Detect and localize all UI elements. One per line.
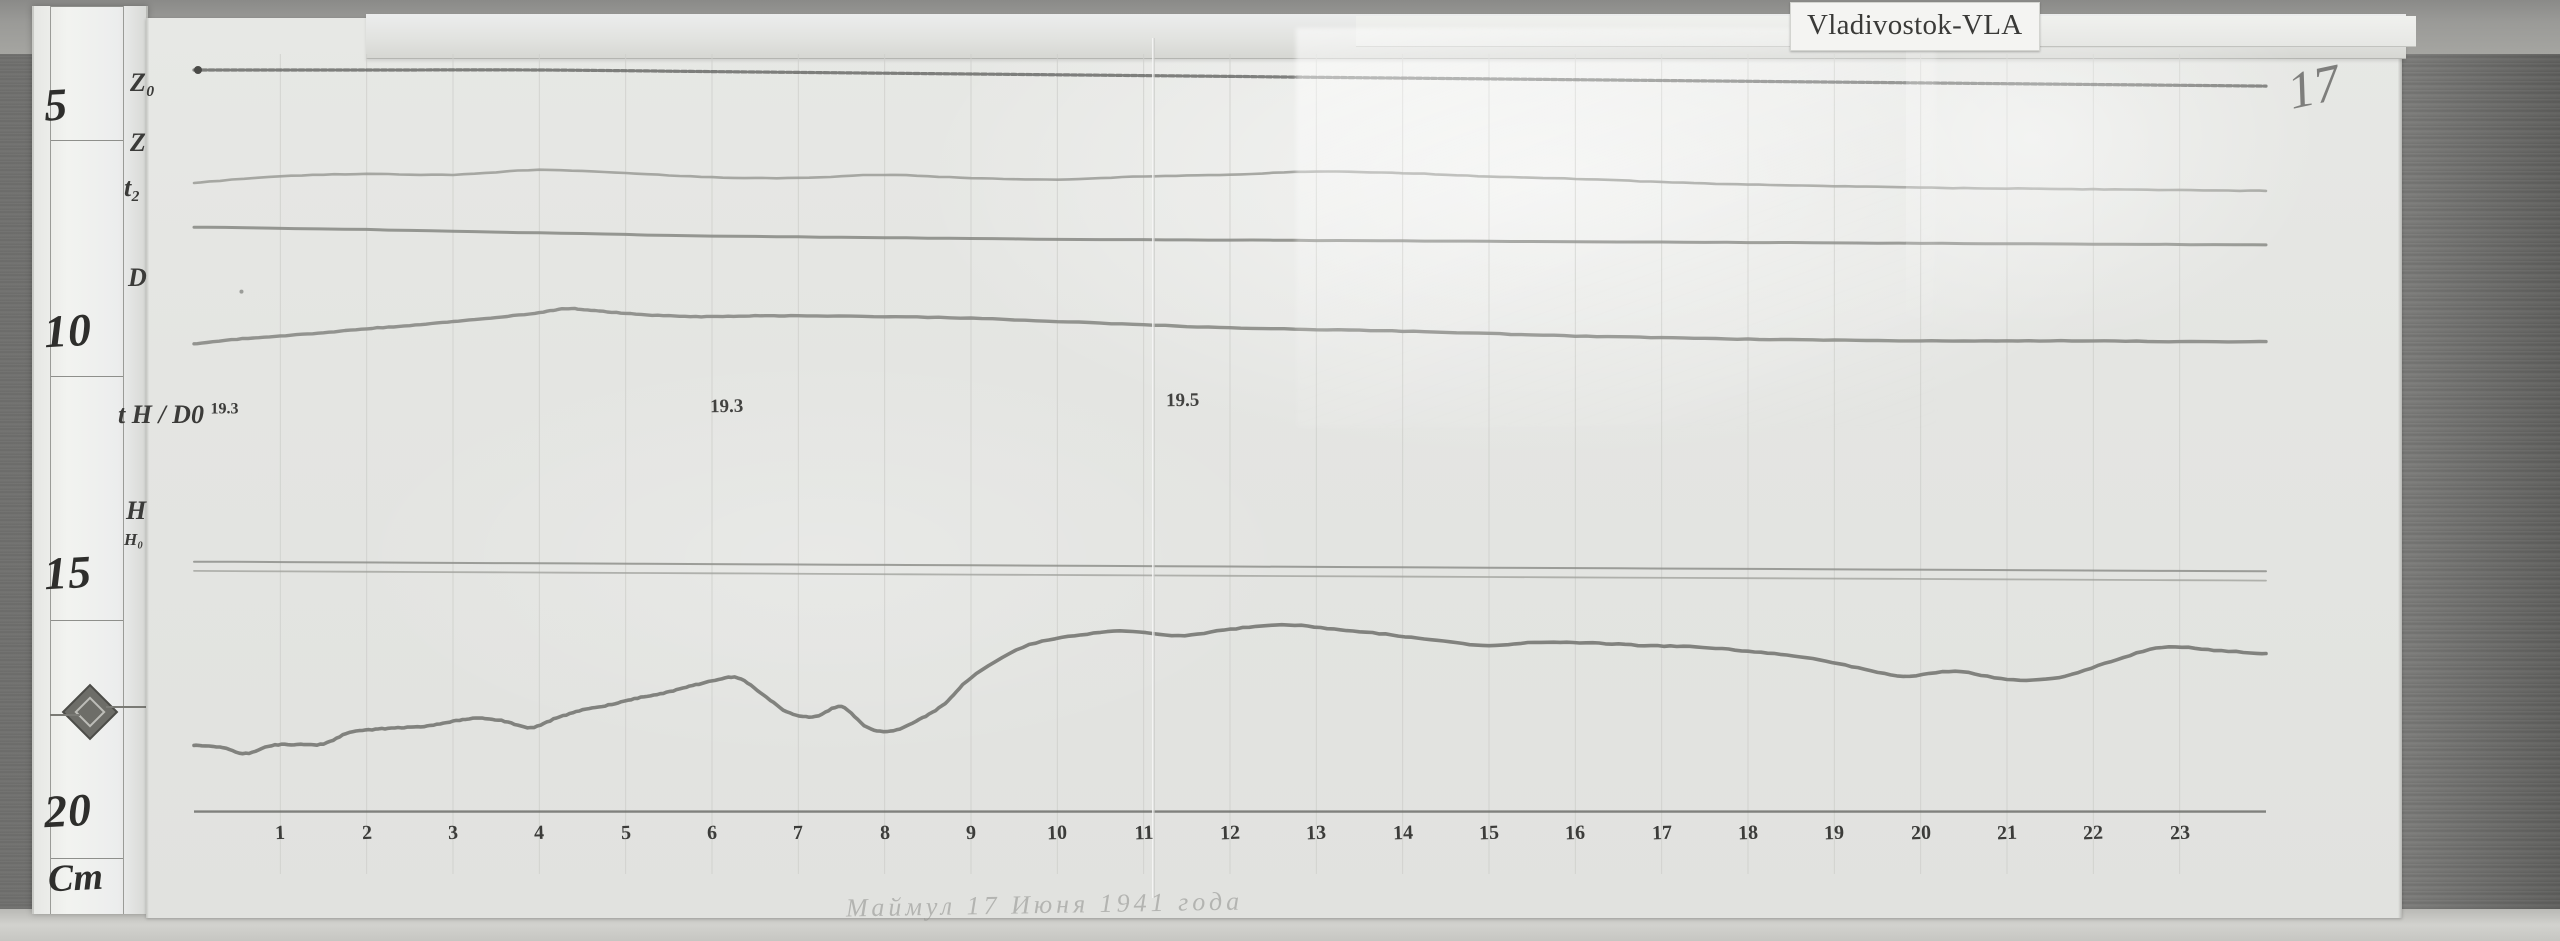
x-axis-tick-9: 9 [965,821,977,844]
ruler-body [50,6,124,914]
film-splice-seam [1152,38,1155,898]
ruler-mark-5: 5 [42,78,70,131]
annotation-temperature-1: 19.3 [709,395,744,418]
x-axis-tick-12: 12 [1219,821,1241,844]
registration-dot-3 [222,406,227,411]
trace-label-z0: Z₀ [130,68,155,97]
ruler-unit-label: Cm [46,855,104,901]
x-axis-tick-2: 2 [361,821,373,844]
ruler-mark-10: 10 [42,303,94,358]
trace-temperature-baseline [193,560,2267,573]
measuring-ruler: 5 10 15 20 Cm [32,6,148,914]
sheet-edge-right [2398,18,2402,918]
trace-temperature-baseline-2 [193,570,2267,582]
chart-plot-area [146,18,2402,918]
trace-label-th-d0: t H / D0 19.3 [118,400,238,430]
x-axis-tick-6: 6 [706,821,718,844]
registration-dot-2 [239,289,244,294]
station-label-card: Vladivostok-VLA [1790,2,2040,51]
registration-dot [194,66,202,74]
x-axis-tick-19: 19 [1823,821,1845,844]
ruler-tick [51,6,123,7]
x-axis-tick-4: 4 [533,821,545,844]
trace-label-z: Z [130,128,146,157]
x-axis-tick-1: 1 [274,821,286,844]
x-axis-tick-8: 8 [879,821,891,844]
x-axis-tick-18: 18 [1737,821,1759,844]
x-axis-tick-17: 17 [1651,821,1673,844]
trace-label-d: D [128,263,147,292]
x-axis-tick-15: 15 [1478,821,1500,844]
magnetogram-chart [192,54,2268,874]
ruler-tick [51,620,123,621]
x-axis-tick-11: 11 [1133,821,1154,844]
x-axis-tick-23: 23 [2169,821,2191,844]
x-axis-tick-21: 21 [1996,821,2018,844]
trace-label-h: H [126,496,147,525]
x-axis-tick-7: 7 [792,821,804,844]
x-axis-tick-10: 10 [1046,821,1068,844]
x-axis-tick-20: 20 [1910,821,1932,844]
seal-wire-right [106,706,148,708]
x-axis-tick-13: 13 [1305,821,1327,844]
x-axis-tick-5: 5 [620,821,632,844]
x-axis-tick-3: 3 [447,821,459,844]
ruler-tick [51,140,123,141]
sheet-edge-left [146,18,149,918]
ruler-mark-15: 15 [42,545,94,600]
x-axis-tick-16: 16 [1564,821,1586,844]
trace-label-h0: H₀ [124,530,144,549]
x-axis-tick-14: 14 [1392,821,1414,844]
trace-label-t2: t₂ [124,173,141,202]
ruler-tick [51,376,123,377]
ruler-mark-20: 20 [42,783,94,838]
trace-label-th-superscript: 19.3 [210,400,239,418]
magnetogram-sheet: Z₀ Z t₂ D t H / D0 19.3 H H₀ 19.3 19.5 1… [118,14,2416,922]
grid-lines [279,54,2181,874]
x-axis-tick-22: 22 [2082,821,2104,844]
trace-h [192,622,2268,756]
ruler-tick [51,858,123,859]
annotation-temperature-2: 19.5 [1165,389,1200,412]
trace-label-th-d0-text: t H / D0 [118,400,204,429]
seal-wire-left [50,714,80,716]
